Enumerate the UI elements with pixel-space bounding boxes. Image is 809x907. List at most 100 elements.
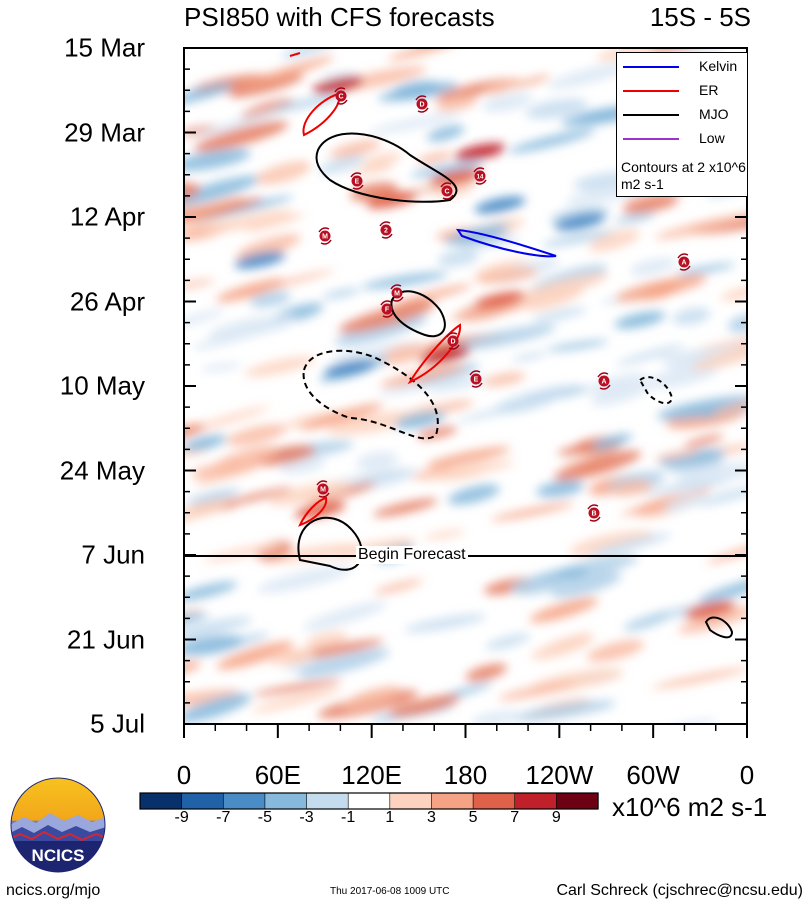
anomaly-blob: [531, 635, 593, 660]
anomaly-core: [234, 251, 286, 269]
x-tick-label: 180: [443, 760, 488, 790]
storm-marker: B: [587, 504, 601, 522]
anomaly-blob: [508, 129, 596, 154]
storm-marker: C: [440, 182, 454, 200]
storm-swirl: [417, 107, 429, 113]
anomaly-blob: [184, 197, 245, 227]
anomaly-blob: [426, 446, 511, 468]
anomaly-blob: [300, 403, 384, 430]
anomaly-blob: [588, 229, 641, 252]
anomaly-blob: [658, 349, 714, 362]
storm-label: C: [444, 189, 449, 196]
storm-swirl: [318, 227, 330, 233]
anomaly-blob: [655, 214, 747, 240]
anomaly-blob: [184, 612, 209, 631]
legend-item-low: Low: [617, 129, 747, 149]
storm-label: A: [681, 260, 686, 267]
anomaly-blob: [591, 433, 633, 450]
colorbar-label: 9: [551, 809, 561, 826]
colorbar-label: 1: [385, 809, 395, 826]
anomaly-blob: [529, 597, 599, 623]
er-contour: [407, 323, 462, 385]
legend-swatch: [623, 138, 679, 140]
legend-item-mjo: MJO: [617, 105, 747, 125]
legend-swatch: [623, 66, 679, 68]
mjo-contour: [297, 516, 363, 571]
anomaly-blob: [184, 689, 240, 710]
anomaly-blob: [542, 229, 617, 247]
anomaly-blob: [410, 161, 485, 177]
anomaly-blob: [184, 608, 202, 625]
storm-swirl: [415, 95, 427, 101]
anomaly-blob: [204, 210, 293, 233]
storm-label: E: [355, 179, 360, 186]
storm-swirl: [320, 239, 332, 245]
storm-swirl: [316, 480, 328, 486]
anomaly-blob: [368, 112, 462, 134]
anomaly-blob: [208, 314, 297, 340]
anomaly-blob: [184, 308, 225, 329]
storm-dot: [416, 98, 428, 110]
anomaly-blob: [356, 451, 399, 470]
footer-url[interactable]: ncics.org/mjo: [6, 882, 101, 899]
storm-marker: D: [446, 332, 460, 350]
y-tick-label: 21 Jun: [66, 624, 145, 654]
y-tick-label: 24 May: [59, 455, 145, 485]
storm-swirl: [352, 184, 364, 190]
begin-forecast-label: Begin Forecast: [356, 546, 468, 564]
x-tick-label: 0: [176, 760, 192, 790]
storm-dot: [598, 375, 610, 387]
anomaly-blob: [380, 343, 428, 365]
x-tick-label: 120E: [341, 760, 403, 790]
legend-swatch: [623, 90, 679, 92]
anomaly-blob: [252, 445, 316, 466]
storm-dot: [474, 170, 486, 182]
anomaly-blob: [547, 63, 631, 89]
chart-title: PSI850 with CFS forecasts: [184, 2, 495, 32]
anomaly-blob: [720, 285, 747, 301]
anomaly-core: [394, 411, 446, 429]
anomaly-blob: [590, 380, 654, 406]
storm-dot: [335, 90, 347, 102]
anomaly-core: [429, 169, 481, 187]
storm-swirl: [442, 194, 454, 200]
anomaly-blob: [373, 498, 438, 517]
legend-item-kelvin: Kelvin: [617, 57, 747, 77]
anomaly-blob: [184, 83, 234, 106]
storm-swirl: [475, 179, 487, 185]
anomaly-blob: [675, 263, 736, 276]
legend-label: ER: [699, 82, 719, 98]
anomaly-blob: [586, 640, 645, 662]
storm-label: M: [394, 291, 400, 298]
storm-swirl: [446, 332, 458, 338]
colorbar-label: -1: [341, 809, 356, 826]
anomaly-blob: [297, 648, 390, 678]
anomaly-blob: [404, 614, 487, 633]
anomaly-blob: [320, 71, 358, 81]
anomaly-blob: [236, 234, 301, 260]
anomaly-blob: [498, 681, 579, 701]
anomaly-core: [684, 601, 736, 619]
storm-dot: [588, 507, 600, 519]
storm-marker: A: [677, 253, 691, 271]
anomaly-blob: [268, 481, 353, 506]
storm-label: C: [338, 94, 343, 101]
storm-marker: D: [415, 95, 429, 113]
anomaly-blob: [435, 96, 478, 112]
anomaly-blob: [184, 434, 228, 452]
colorbar-swatch: [306, 792, 349, 810]
storm-marker: M: [316, 480, 330, 498]
colorbar-swatch: [264, 792, 308, 810]
mjo-contour: [390, 290, 446, 338]
storm-dot: [391, 287, 403, 299]
legend: Kelvin ER MJO Low Contours at 2 x10^6 m2…: [616, 52, 748, 197]
storm-label: D: [419, 102, 424, 109]
colorbar-label: 3: [427, 809, 436, 826]
anomaly-blob: [215, 278, 285, 303]
anomaly-blob: [318, 155, 366, 174]
anomaly-core: [554, 213, 606, 231]
anomaly-blob: [252, 679, 342, 696]
x-tick-label: 0: [739, 760, 755, 790]
storm-swirl: [382, 312, 394, 318]
anomaly-blob: [251, 688, 341, 713]
